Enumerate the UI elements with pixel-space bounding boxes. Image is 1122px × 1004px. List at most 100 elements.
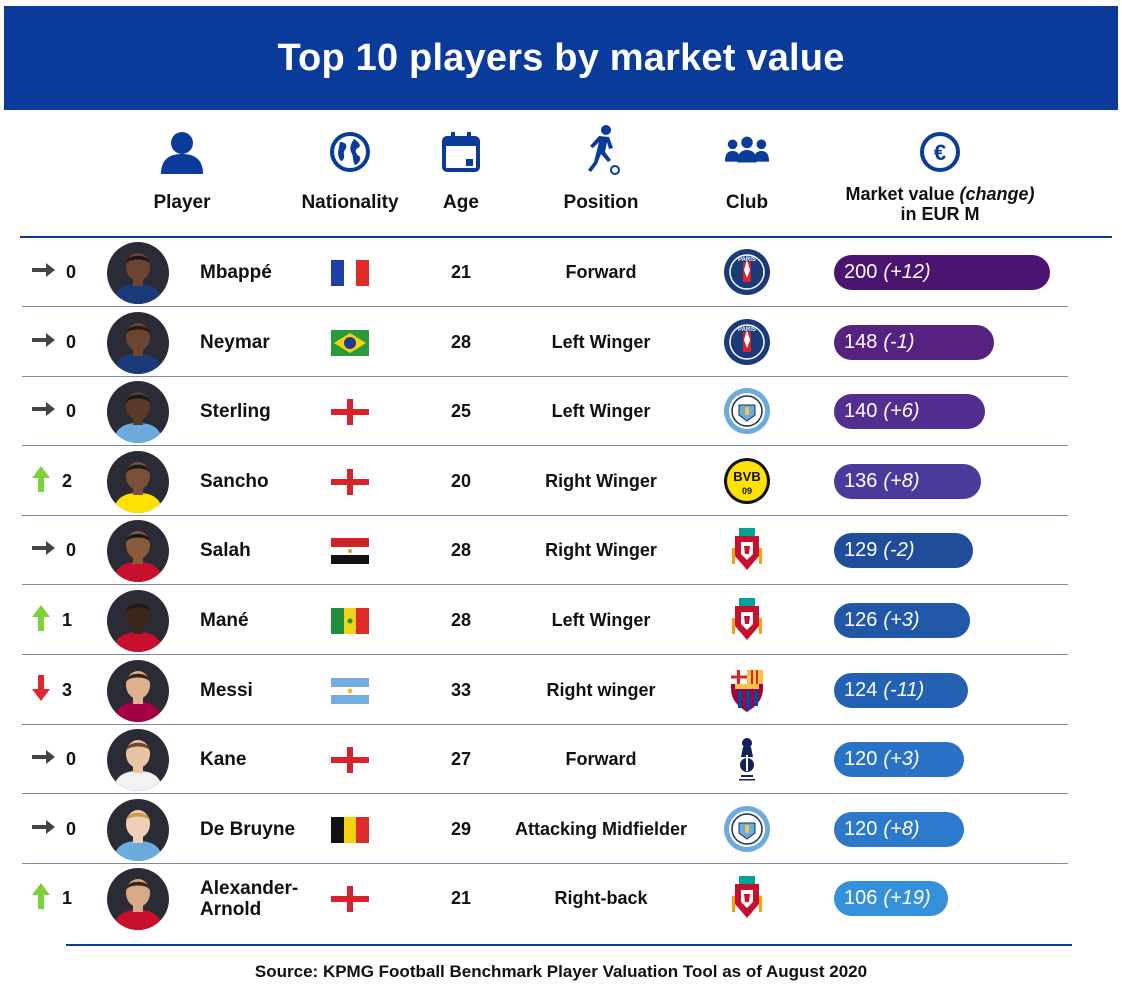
player-photo: [107, 450, 169, 513]
market-value-bar: 120 (+8): [834, 811, 964, 847]
flag-senegal-icon: [331, 608, 369, 634]
flag-argentina-icon: [331, 677, 369, 704]
market-value: 120: [844, 817, 878, 840]
table-row: 0 Salah 28 Right Winger 129 (-2): [0, 516, 1122, 586]
player-name: Messi: [200, 679, 253, 701]
player-name: Neymar: [200, 331, 270, 353]
market-value-change: (+3): [883, 609, 920, 631]
arrow-right-icon: [30, 818, 56, 841]
player-photo: [107, 242, 169, 304]
club-psg-logo: PARIS: [723, 318, 771, 366]
rank-change-value: 0: [66, 818, 77, 839]
market-value-bar: 120 (+3): [834, 742, 964, 778]
column-header-position: Position: [541, 125, 661, 230]
market-value-unit-label: in EUR M: [900, 204, 980, 224]
club-liverpool-logo: [723, 596, 771, 644]
rank-change-value: 0: [66, 262, 77, 282]
market-value-change: (-11): [883, 678, 925, 701]
player-photo: [107, 311, 169, 374]
column-header-player: Player: [122, 130, 242, 230]
player-name: De Bruyne: [200, 818, 296, 840]
rank-change: 0: [30, 516, 76, 585]
row-divider: [22, 306, 1068, 307]
rank-change-value: 0: [66, 540, 77, 561]
rank-change: 0: [30, 795, 76, 864]
rank-change: 1: [30, 864, 72, 933]
title-banner: Top 10 players by market value: [4, 6, 1118, 110]
market-value-change-label: (change): [959, 184, 1035, 204]
market-value-bar: 148 (-1): [834, 324, 994, 360]
row-divider: [22, 445, 1068, 447]
club-liverpool-logo: [723, 874, 771, 922]
player-position: Right Winger: [545, 470, 657, 491]
rank-change-value: 1: [62, 888, 73, 909]
player-name: Alexander- Arnold: [200, 877, 299, 920]
player-photo: [107, 590, 169, 652]
club-psg-logo: PARIS: [723, 248, 771, 296]
calendar-icon: [437, 130, 485, 178]
market-value-change: (+8): [883, 817, 920, 840]
market-value-bar: 124 (-11): [834, 672, 968, 708]
rank-change-value: 3: [62, 679, 73, 700]
rank-change: 1: [30, 586, 72, 655]
column-label-market-value: Market value (change) in EUR M: [830, 184, 1050, 224]
euro-icon: €: [916, 130, 964, 178]
rank-change-value: 0: [66, 749, 77, 770]
player-name: Sancho: [200, 470, 269, 492]
player-position: Right-back: [554, 888, 648, 909]
arrow-right-icon: [30, 331, 56, 354]
player-age: 28: [450, 331, 472, 352]
player-position: Forward: [565, 262, 637, 282]
source-note: Source: KPMG Football Benchmark Player V…: [254, 962, 868, 981]
club-bvb-logo: BVB 09: [723, 457, 771, 505]
player-age: 21: [450, 888, 472, 909]
rank-change: 0: [30, 725, 76, 794]
rank-change-value: 1: [62, 610, 73, 630]
player-position: Left Winger: [551, 610, 651, 630]
flag-england-icon: [331, 468, 369, 495]
row-divider: [22, 654, 1068, 655]
player-position: Forward: [565, 749, 637, 770]
row-divider: [22, 584, 1068, 586]
group-icon: [723, 130, 771, 178]
svg-text:09: 09: [742, 486, 752, 496]
arrow-down-icon: [30, 673, 52, 708]
market-value: 200: [844, 261, 878, 283]
player-photo: [107, 729, 169, 792]
market-value-change: (+6): [883, 400, 920, 423]
club-liverpool-logo: [723, 526, 771, 574]
player-name: Sterling: [200, 401, 271, 423]
table-row: 3 Messi 33 Right winger 124 (-11): [0, 656, 1122, 725]
table-row: 0 Neymar 28 Left Winger PARIS 148 (-1): [0, 308, 1122, 377]
player-photo: [107, 659, 169, 722]
arrow-right-icon: [30, 400, 56, 423]
flag-brazil-icon: [331, 329, 369, 356]
rank-change: 0: [30, 238, 76, 307]
player-photo: [107, 868, 169, 931]
table-row: 1 Alexander- Arnold 21 Right-back 106 (+19): [0, 864, 1122, 933]
market-value: 148: [844, 330, 878, 353]
rank-change: 3: [30, 656, 72, 725]
column-header-club: Club: [697, 130, 797, 230]
player-photo: [107, 520, 169, 583]
player-name: Salah: [200, 540, 251, 562]
page-title: Top 10 players by market value: [277, 36, 845, 79]
rank-change: 2: [30, 447, 72, 516]
table-row: 0 Kane 27 Forward 120 (+3): [0, 725, 1122, 795]
player-age: 33: [450, 679, 472, 700]
player-age: 29: [450, 818, 472, 839]
column-label-position: Position: [563, 192, 639, 213]
market-value: 120: [844, 748, 878, 771]
arrow-right-icon: [30, 539, 56, 562]
row-divider: [22, 862, 1068, 864]
row-divider: [22, 723, 1068, 725]
table-row: 0 Mbappé 21 Forward PARIS 200 (+12): [0, 238, 1122, 307]
market-value: 126: [844, 609, 878, 631]
column-label-nationality: Nationality: [301, 192, 399, 213]
player-age: 28: [450, 540, 472, 561]
footer-divider: [66, 944, 1072, 946]
market-value: 129: [844, 539, 878, 562]
arrow-up-icon: [30, 603, 52, 638]
market-value-change: (+19): [883, 887, 931, 910]
rank-change: 0: [30, 377, 76, 446]
